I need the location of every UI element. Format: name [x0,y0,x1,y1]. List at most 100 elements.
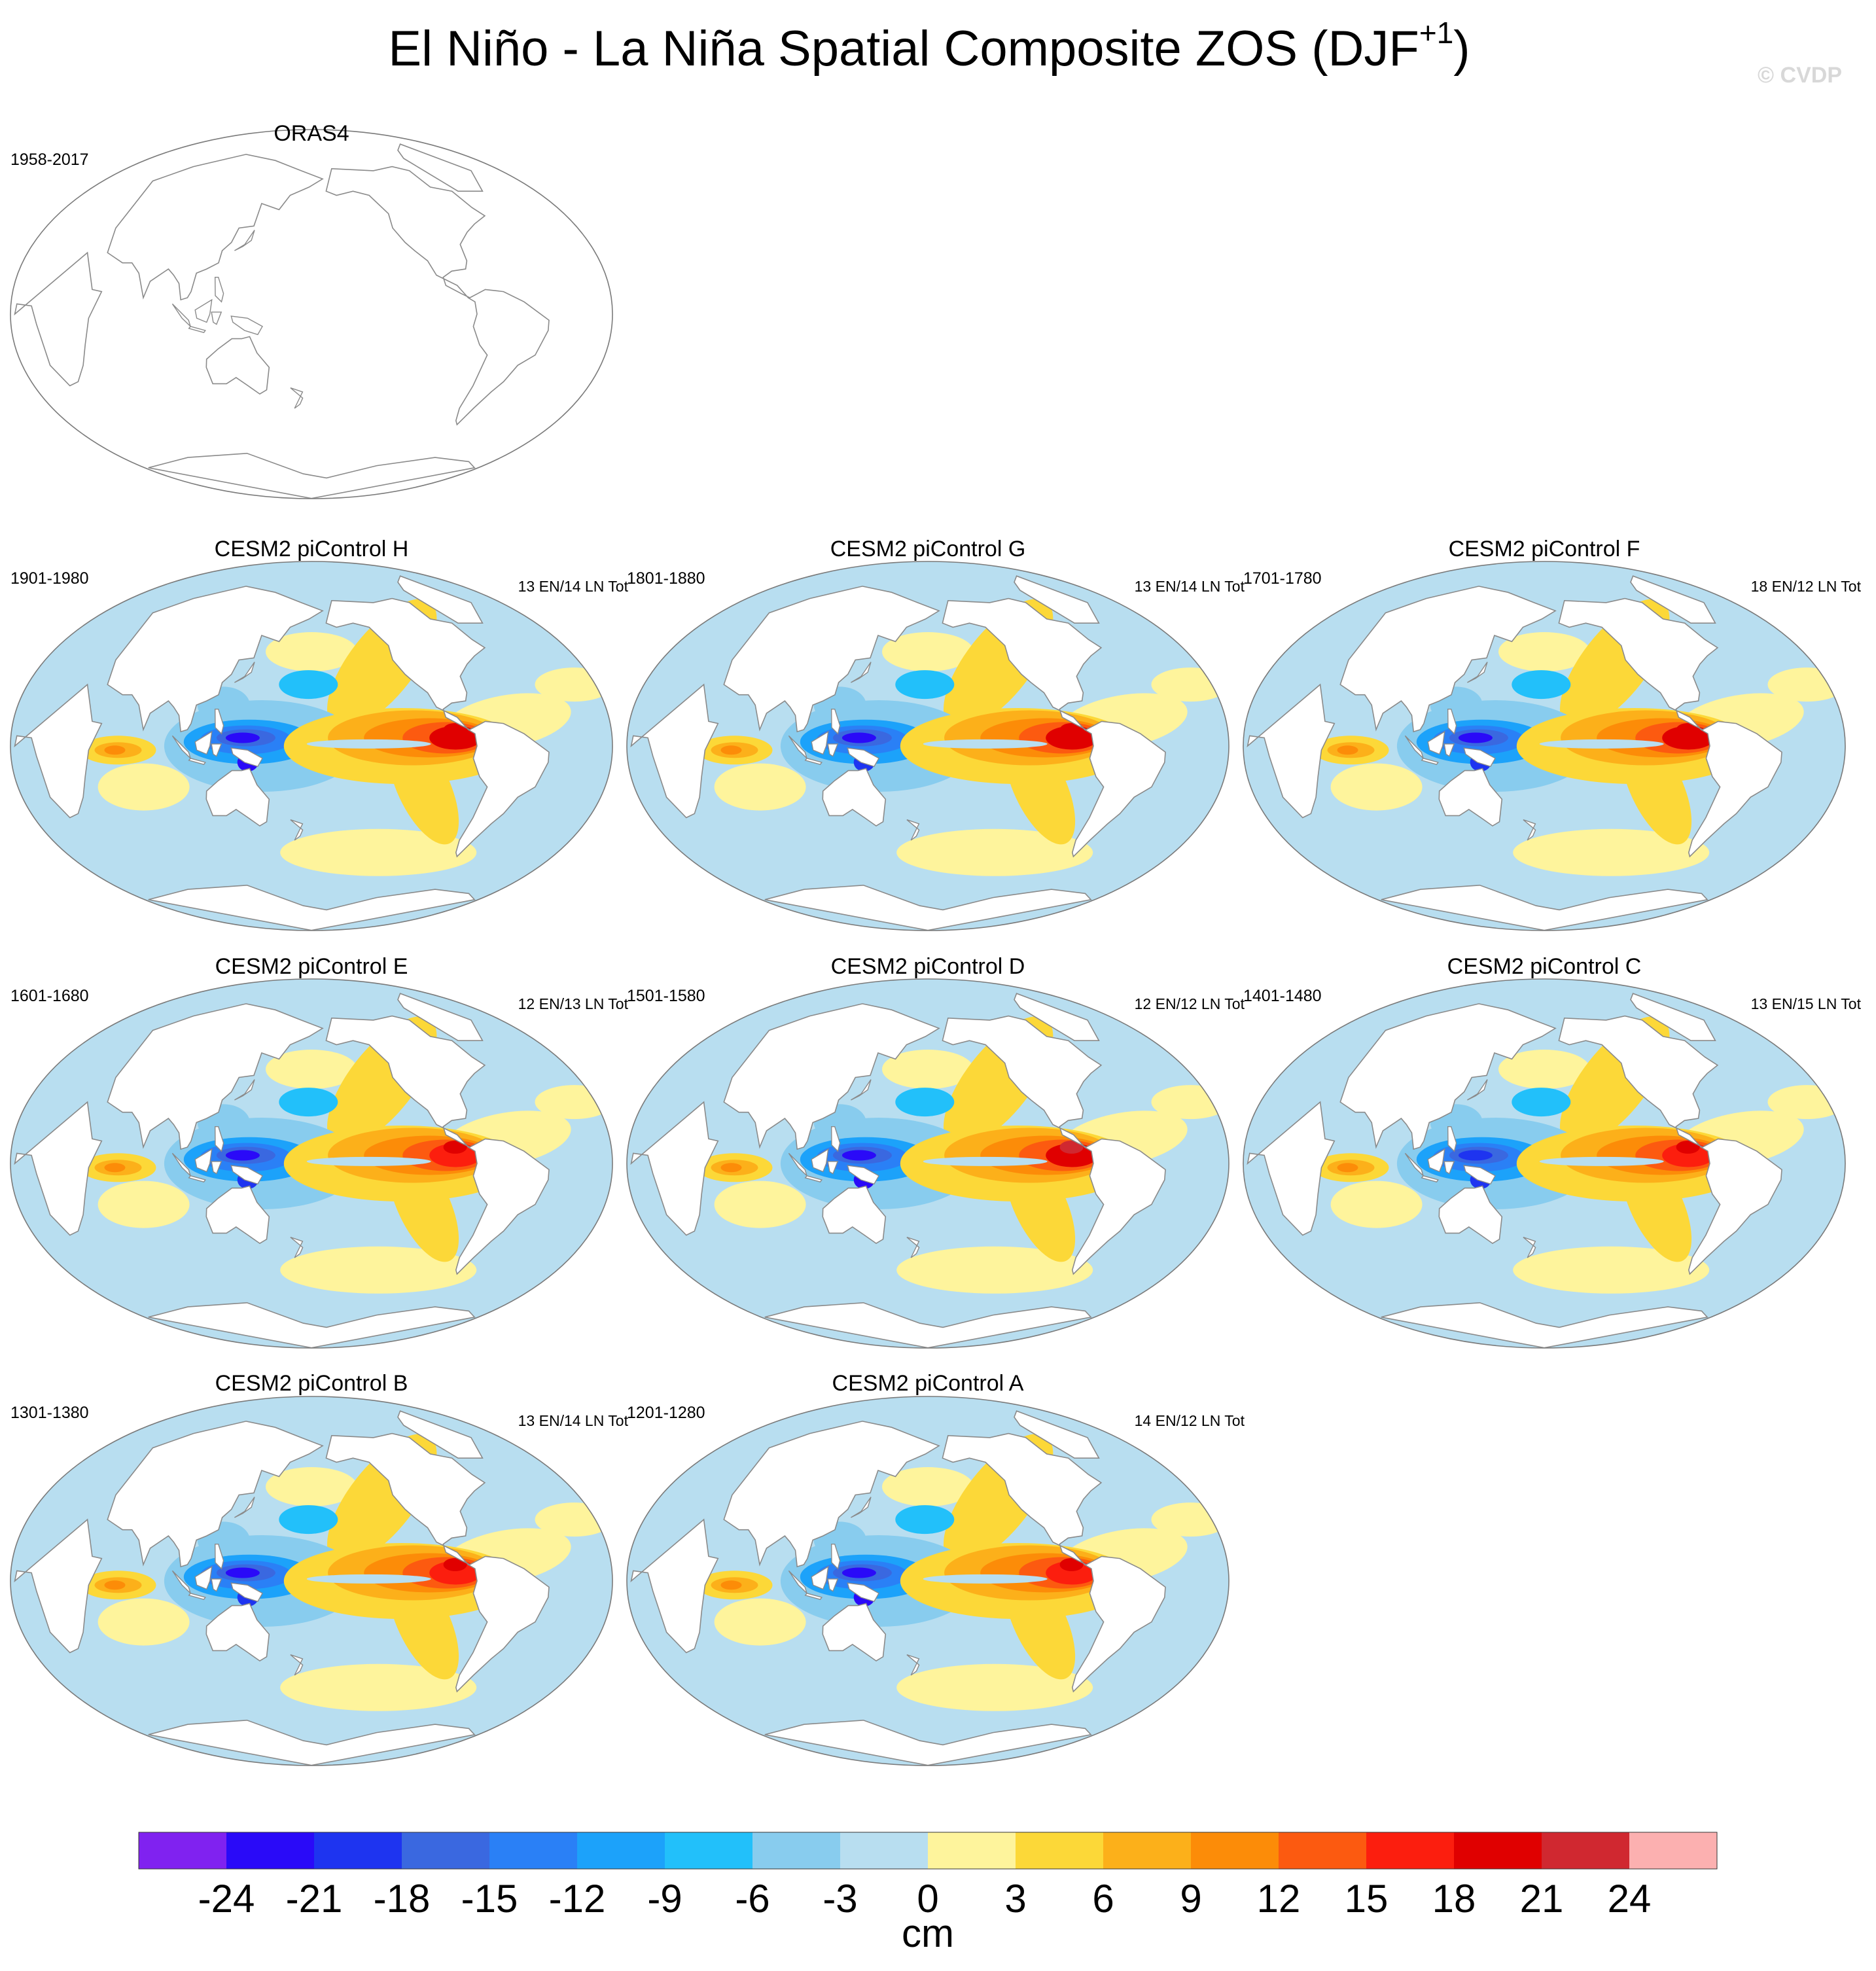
continent-greenland [397,1410,484,1459]
island-4 [847,747,879,768]
map-B [10,1396,613,1766]
panel-title-G: CESM2 piControl G [830,537,1026,561]
island-3 [211,1578,222,1592]
island-7 [290,1237,304,1258]
colorbar-box-9 [928,1832,1016,1869]
yellow-indian-south [97,1181,190,1228]
island-3 [827,1161,839,1175]
east-warm-peak [1676,723,1700,736]
continent-greenland [1630,993,1716,1041]
continent-australia [205,768,270,827]
island-1 [188,326,206,334]
island-7 [290,387,304,409]
yellow-indian-south [714,1598,806,1646]
continent-africa [14,251,103,387]
continent-eurasia [723,1003,940,1150]
map-clipped-C [1243,979,1845,1348]
continent-eurasia [107,1003,324,1150]
west-cold-core [841,732,876,743]
panel-H: CESM2 piControl H 1901-1980 13 EN/14 LN To… [10,537,629,931]
colorbar-box-7 [752,1832,841,1869]
north-cold [1512,670,1571,700]
continent-eurasia [107,1421,324,1568]
continent-eurasia [723,1421,940,1568]
island-1 [804,758,823,766]
continent-americas [1558,597,1782,858]
continent-eurasia [1339,1003,1557,1150]
colorbar-box-2 [314,1832,402,1869]
continent-americas [942,1432,1166,1693]
continent-australia [205,1603,270,1662]
continent-eurasia [1339,586,1557,733]
continent-greenland [1014,575,1100,624]
north-cold [1512,1088,1571,1117]
panel-F: CESM2 piControl F 1701-1780 18 EN/12 LN To… [1243,537,1862,931]
colorbar-box-13 [1279,1832,1367,1869]
map-border-E [10,978,613,1349]
continent-africa [14,1518,103,1654]
continent-australia [822,1603,887,1662]
island-6 [234,230,255,251]
panel-count-B: 13 EN/14 LN Tot [518,1412,629,1429]
continent-australia [1438,768,1503,827]
yellow-indian-south [97,763,190,811]
island-4 [847,1165,879,1185]
island-2 [194,730,213,755]
continent-australia [205,1185,270,1245]
island-6 [234,1079,255,1101]
colorbar-tick-label-15: 21 [1520,1877,1564,1921]
island-3 [211,743,222,757]
panel-A: CESM2 piControl A 1201-1280 14 EN/12 LN To… [626,1371,1245,1766]
map-D [626,978,1230,1349]
yellow-south-pacific [280,828,477,876]
yellow-south-pacific [896,1663,1093,1711]
colorbar-box-8 [840,1832,929,1869]
island-2 [811,730,829,755]
yellow-north-pacific [882,1050,974,1089]
panel-count-E: 12 EN/13 LN Tot [518,995,629,1012]
island-2 [194,1148,213,1173]
watermark: © CVDP [1758,63,1842,88]
island-5 [830,1544,841,1570]
title-close: ) [1453,21,1470,77]
continent-americas [325,1015,550,1275]
continent-africa [630,683,719,819]
colorbar-tick-label-2: -18 [374,1877,431,1921]
west-cold-core [225,1150,260,1161]
colorbar-box-15 [1454,1832,1542,1869]
colorbar-box-3 [402,1832,490,1869]
colorbar-tick-label-13: 15 [1345,1877,1389,1921]
colorbar-box-11 [1103,1832,1192,1869]
panel-years-orig: 1958-2017 [10,151,89,169]
island-5 [214,1544,224,1570]
continent-antarctica [148,1302,476,1348]
east-warm-peak [443,1141,467,1154]
island-3 [211,1161,222,1175]
panel-count-F: 18 EN/12 LN Tot [1751,578,1862,595]
continent-greenland [1014,1410,1100,1459]
continent-australia [822,1185,887,1245]
indian-warm-3 [104,745,126,755]
island-1 [804,1175,823,1183]
continent-greenland [1014,993,1100,1041]
north-cold [895,670,955,700]
continent-antarctica [148,1719,476,1766]
island-6 [851,1079,872,1101]
island-6 [1467,1079,1488,1101]
equatorial-split [923,739,1048,749]
continent-americas [942,1015,1166,1275]
colorbar-box-12 [1191,1832,1279,1869]
west-cold-core [841,1567,876,1578]
yellow-south-pacific [896,1246,1093,1294]
indian-warm-3 [104,1580,126,1590]
island-5 [830,1126,841,1152]
continent-antarctica [148,884,476,931]
colorbar-tick-label-9: 3 [1004,1877,1026,1921]
island-3 [211,311,222,325]
colorbar-box-14 [1366,1832,1455,1869]
map-H [10,561,613,931]
east-warm-core [1046,1561,1099,1585]
colorbar-box-1 [226,1832,315,1869]
island-3 [1443,1161,1455,1175]
